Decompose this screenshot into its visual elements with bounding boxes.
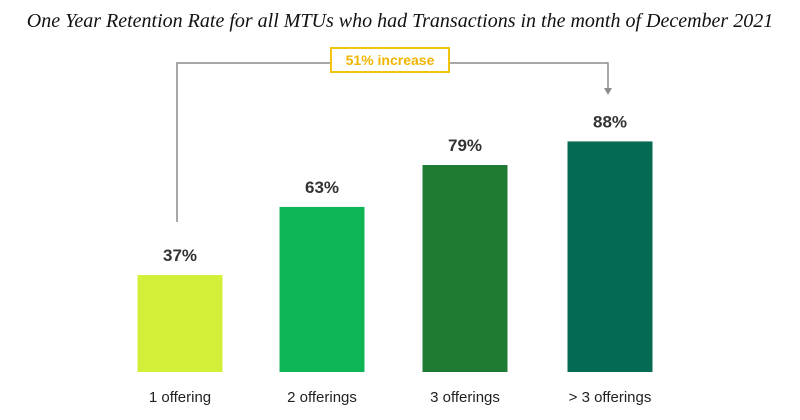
bar <box>422 165 508 372</box>
value-label: 79% <box>448 136 482 155</box>
category-label: > 3 offerings <box>569 389 652 406</box>
annotation-connector <box>176 62 612 222</box>
category-labels: 1 offering 2 offerings 3 offerings > 3 offe… <box>149 389 651 406</box>
increase-annotation: 51% increase <box>330 47 450 73</box>
category-label: 3 offerings <box>430 389 500 406</box>
category-label: 1 offering <box>149 389 211 406</box>
bar <box>567 141 653 372</box>
arrowhead-icon <box>604 88 612 95</box>
chart-title: One Year Retention Rate for all MTUs who… <box>26 10 774 32</box>
value-label: 63% <box>305 178 339 197</box>
bars <box>137 141 653 372</box>
value-label: 37% <box>163 246 197 265</box>
connector-line <box>176 62 609 222</box>
value-labels: 37% 63% 79% 88% <box>163 112 627 265</box>
value-label: 88% <box>593 112 627 131</box>
bar <box>137 275 223 372</box>
bar <box>279 206 365 372</box>
category-label: 2 offerings <box>287 389 357 406</box>
